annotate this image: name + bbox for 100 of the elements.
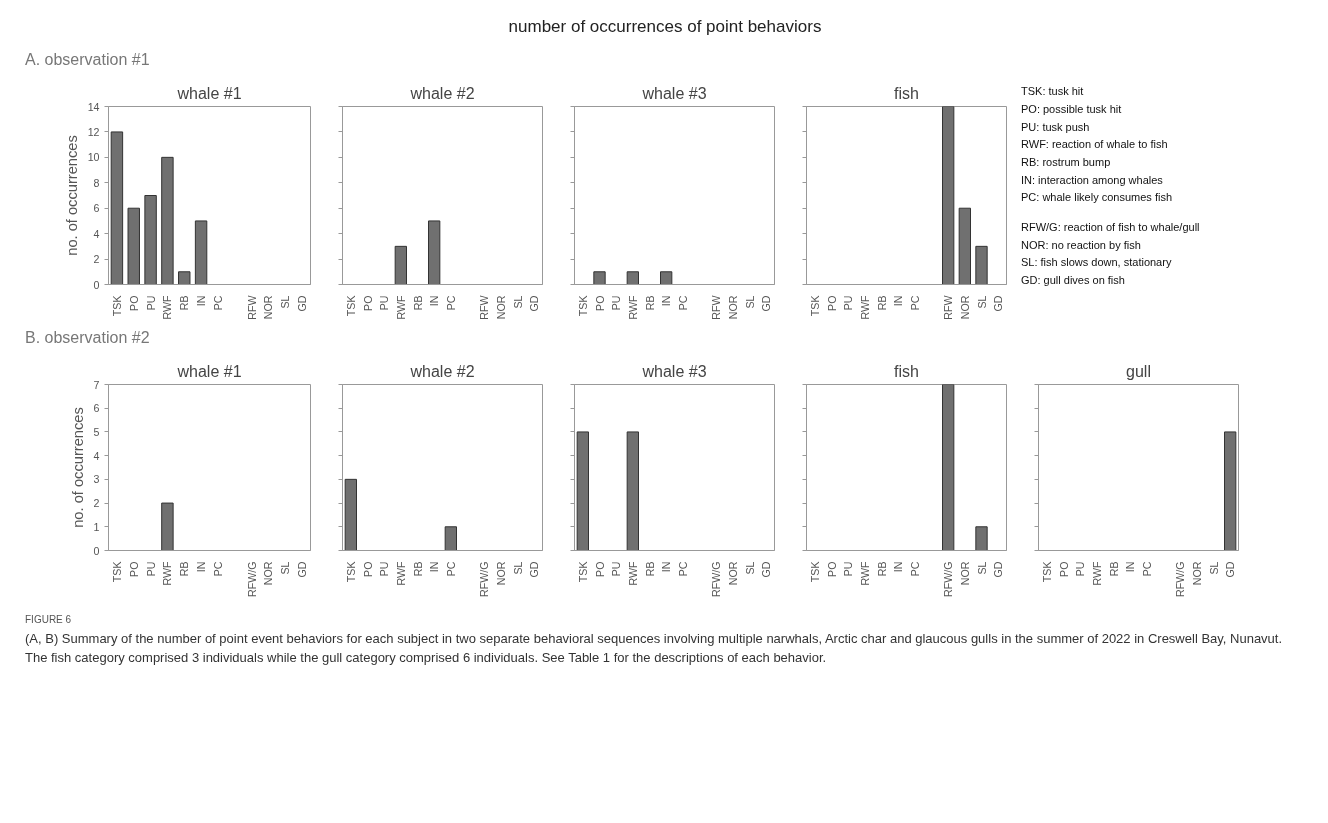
x-tick-label: TSK bbox=[576, 295, 589, 317]
text: TSK: tusk hit bbox=[1021, 84, 1085, 100]
x-tick-label: NOR bbox=[958, 295, 971, 320]
x-tick-label: PU bbox=[144, 295, 157, 311]
x-tick-label: GD bbox=[528, 561, 541, 578]
text: PO: possible tusk hit bbox=[1021, 101, 1123, 117]
text: IN: interaction among whales bbox=[1021, 172, 1164, 188]
y-tick-label: 10 bbox=[87, 151, 100, 164]
x-tick-label: TSK bbox=[1040, 561, 1053, 583]
x-tick-label: RFW/G bbox=[942, 561, 955, 597]
x-tick-label: RWF bbox=[394, 560, 407, 586]
x-tick-label: IN bbox=[660, 295, 673, 307]
x-tick-label: PC bbox=[908, 561, 921, 577]
x-tick-label: GD bbox=[992, 295, 1005, 312]
x-tick-label: RFW/G bbox=[245, 561, 258, 597]
x-tick-label: TSK bbox=[576, 561, 589, 583]
chart-title: whale #2 bbox=[409, 362, 475, 380]
x-tick-label: PU bbox=[378, 561, 391, 577]
y-tick-label: 8 bbox=[93, 176, 100, 189]
x-tick-label: PO bbox=[1057, 561, 1070, 577]
x-tick-label: RB bbox=[1107, 561, 1120, 577]
x-tick-label: RFW bbox=[478, 294, 491, 320]
x-tick-label: PO bbox=[361, 295, 374, 312]
x-tick-label: SL bbox=[975, 295, 988, 309]
x-tick-label: TSK bbox=[808, 295, 821, 317]
bar bbox=[161, 156, 174, 285]
x-tick-label: RWF bbox=[626, 560, 639, 586]
x-tick-label: GD bbox=[992, 561, 1005, 578]
text: RFW/G: reaction of fish to whale/gull bbox=[1021, 220, 1200, 236]
y-axis-title: no. of occurrences bbox=[69, 407, 86, 528]
x-tick-label: PO bbox=[593, 295, 606, 312]
x-tick-label: RWF bbox=[626, 295, 639, 320]
chart-title: fish bbox=[894, 362, 919, 380]
x-tick-label: PO bbox=[361, 561, 374, 577]
bar bbox=[144, 195, 157, 285]
x-tick-label: NOR bbox=[262, 561, 275, 586]
x-tick-label: SL bbox=[743, 295, 756, 309]
y-tick-label: 5 bbox=[93, 425, 100, 438]
x-tick-label: PC bbox=[444, 561, 457, 577]
text: (A, B) Summary of the number of point event behaviors for each subject in two separate behavioral sequences involving multiple narwhals, Arctic char and glaucous gulls in the summer of 2022 in Creswell Bay, Nunavut. The fish category comprised 3 individuals while the gull category comprised 6 individuals. See Table 1 for the descriptions of each behavior. bbox=[25, 630, 1284, 667]
x-tick-label: RFW/G bbox=[710, 561, 723, 597]
text: B. observation #2 bbox=[25, 328, 150, 349]
x-tick-label: SL bbox=[1207, 561, 1220, 575]
x-tick-label: PC bbox=[676, 295, 689, 311]
x-tick-label: NOR bbox=[958, 561, 971, 586]
x-tick-label: TSK bbox=[110, 295, 123, 317]
x-tick-label: SL bbox=[279, 561, 292, 575]
x-tick-label: PU bbox=[1074, 561, 1087, 577]
x-tick-label: GD bbox=[760, 295, 773, 312]
x-tick-label: IN bbox=[195, 295, 208, 307]
y-tick-label: 6 bbox=[93, 402, 100, 415]
x-tick-label: RB bbox=[643, 295, 656, 311]
x-tick-label: TSK bbox=[808, 561, 821, 583]
text: PC: whale likely consumes fish bbox=[1021, 190, 1173, 206]
chart-title: whale #2 bbox=[409, 84, 475, 102]
text: number of occurrences of point behaviors bbox=[507, 16, 823, 38]
y-tick-label: 2 bbox=[93, 497, 100, 510]
chart-title: whale #3 bbox=[641, 84, 707, 102]
y-tick-label: 4 bbox=[93, 449, 100, 462]
x-tick-label: NOR bbox=[1190, 561, 1203, 586]
chart-title: whale #3 bbox=[641, 362, 707, 380]
x-tick-label: RB bbox=[178, 561, 191, 577]
x-tick-label: PC bbox=[1140, 561, 1153, 577]
x-tick-label: GD bbox=[528, 295, 541, 312]
x-tick-label: PO bbox=[593, 561, 606, 577]
x-tick-label: RB bbox=[875, 561, 888, 577]
x-tick-label: NOR bbox=[726, 561, 739, 586]
bar bbox=[110, 131, 124, 285]
text: SL: fish slows down, stationary bbox=[1021, 255, 1173, 271]
x-tick-label: PU bbox=[610, 295, 623, 311]
text: GD: gull dives on fish bbox=[1021, 273, 1126, 289]
text: PU: tusk push bbox=[1021, 119, 1091, 135]
x-tick-label: IN bbox=[195, 561, 208, 573]
x-tick-label: PC bbox=[211, 295, 224, 311]
chart-title: gull bbox=[1126, 362, 1151, 380]
x-tick-label: SL bbox=[743, 561, 756, 575]
x-tick-label: NOR bbox=[494, 561, 507, 586]
caption: FIGURE 6 bbox=[25, 612, 73, 627]
x-tick-label: RWF bbox=[1090, 560, 1103, 586]
chart-title: whale #1 bbox=[176, 84, 242, 102]
x-tick-label: PU bbox=[610, 561, 623, 577]
x-tick-label: PO bbox=[127, 561, 140, 577]
x-tick-label: TSK bbox=[344, 561, 357, 583]
x-tick-label: PC bbox=[676, 561, 689, 577]
x-tick-label: RB bbox=[178, 295, 191, 311]
x-tick-label: RFW/G bbox=[1174, 561, 1187, 597]
x-tick-label: PO bbox=[127, 295, 140, 312]
x-tick-label: TSK bbox=[344, 295, 357, 317]
x-tick-label: PU bbox=[144, 561, 157, 577]
x-tick-label: IN bbox=[428, 561, 441, 573]
x-tick-label: PU bbox=[842, 561, 855, 577]
x-tick-label: RB bbox=[875, 295, 888, 311]
x-tick-label: GD bbox=[296, 561, 309, 578]
bar bbox=[178, 271, 191, 285]
y-tick-label: 2 bbox=[93, 253, 100, 266]
x-tick-label: GD bbox=[760, 561, 773, 578]
x-tick-label: RWF bbox=[858, 560, 871, 586]
x-tick-label: RB bbox=[411, 561, 424, 577]
x-tick-label: GD bbox=[1224, 561, 1237, 578]
x-tick-label: PC bbox=[211, 561, 224, 577]
